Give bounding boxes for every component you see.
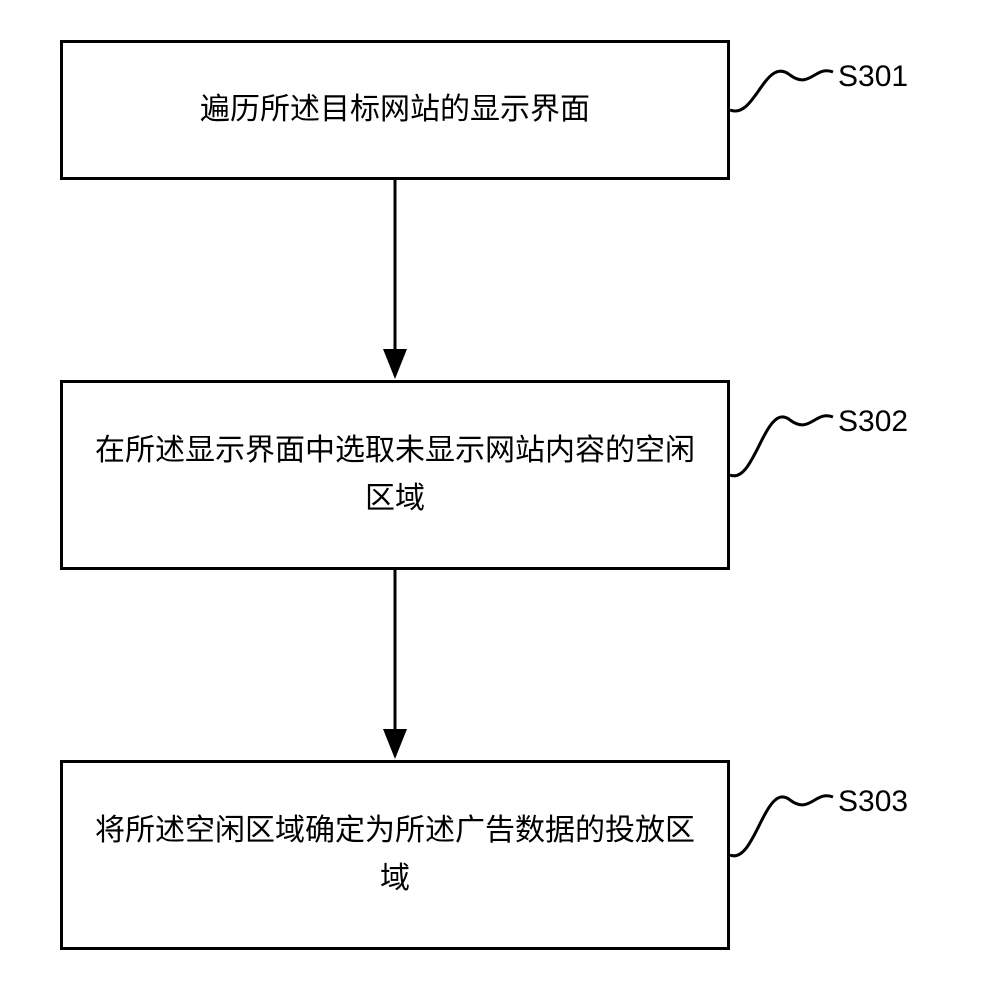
flow-node-text: 将所述空闲区域确定为所述广告数据的投放区域: [83, 807, 707, 903]
connector-squiggle: [730, 416, 833, 476]
flow-node-s302: 在所述显示界面中选取未显示网站内容的空闲区域: [60, 380, 730, 570]
step-label-s301: S301: [838, 60, 908, 94]
step-label-s302: S302: [838, 405, 908, 439]
flow-node-text: 在所述显示界面中选取未显示网站内容的空闲区域: [83, 427, 707, 523]
flow-node-s301: 遍历所述目标网站的显示界面: [60, 40, 730, 180]
flow-node-s303: 将所述空闲区域确定为所述广告数据的投放区域: [60, 760, 730, 950]
step-label-s303: S303: [838, 785, 908, 819]
connector-squiggle: [730, 796, 833, 856]
connector-squiggle: [730, 71, 833, 111]
flowchart-canvas: 遍历所述目标网站的显示界面 S301 在所述显示界面中选取未显示网站内容的空闲区…: [0, 0, 991, 1000]
flow-node-text: 遍历所述目标网站的显示界面: [200, 86, 590, 134]
